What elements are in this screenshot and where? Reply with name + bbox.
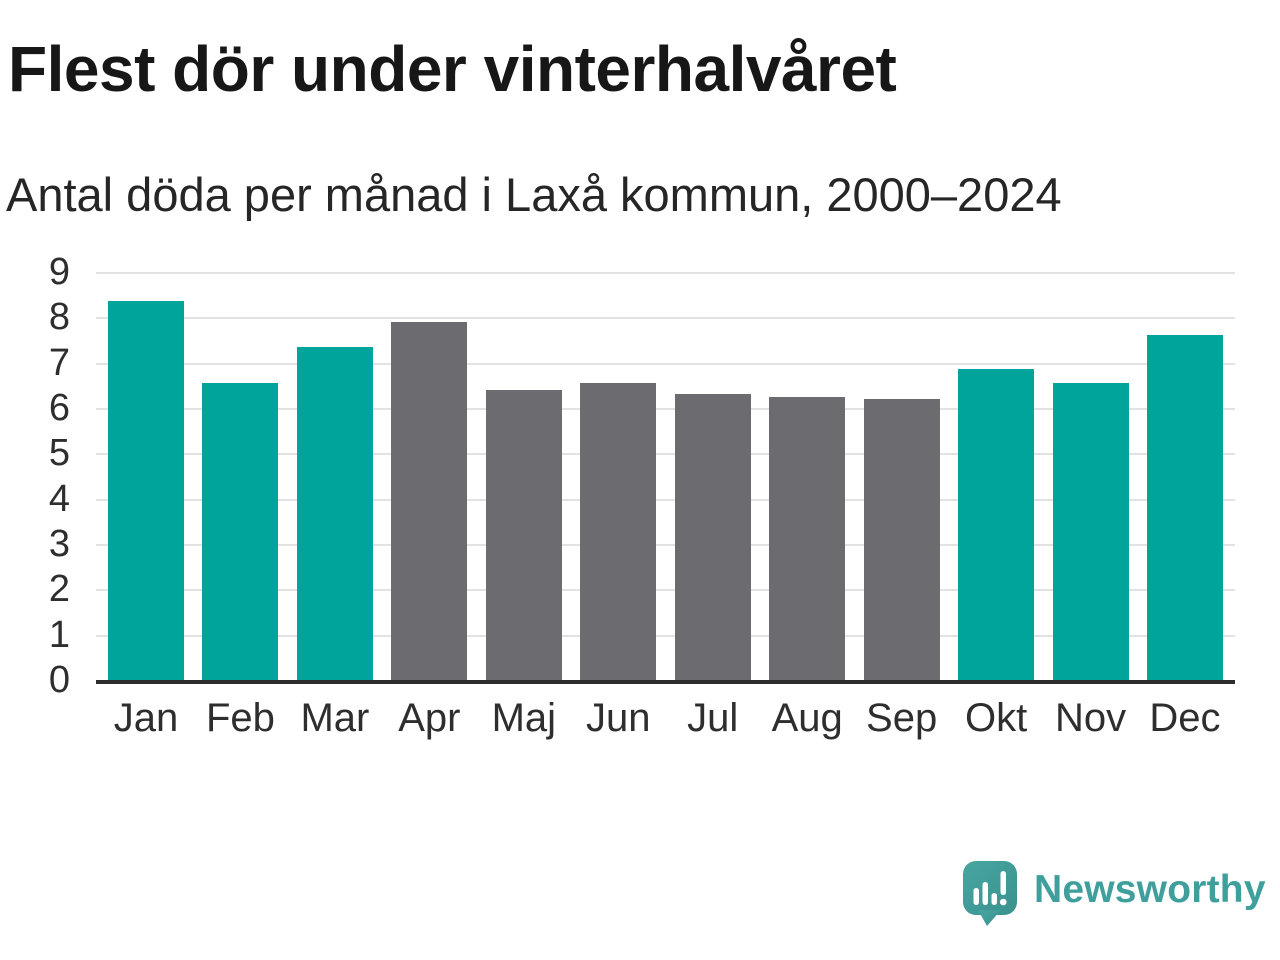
gridline-3 <box>96 544 1235 546</box>
bar-aug <box>769 396 846 680</box>
gridline-5 <box>96 453 1235 456</box>
bar-okt <box>958 369 1035 680</box>
brand-name: Newsworthy <box>1034 867 1266 911</box>
x-label-apr: Apr <box>398 696 461 740</box>
bar-apr <box>391 321 468 680</box>
x-label-jun: Jun <box>586 696 651 740</box>
y-tick-label-4: 4 <box>48 477 70 520</box>
x-label-jul: Jul <box>687 696 739 740</box>
gridline-6 <box>96 408 1235 410</box>
newsworthy-logo-icon <box>963 861 1017 926</box>
x-label-sep: Sep <box>866 696 938 740</box>
bar-nov <box>1052 383 1129 680</box>
x-label-okt: Okt <box>964 696 1028 740</box>
y-tick-label-8: 8 <box>48 296 70 339</box>
x-label-jan: Jan <box>113 696 179 740</box>
y-tick-label-0: 0 <box>48 659 70 701</box>
y-tick-label-6: 6 <box>48 387 70 429</box>
y-tick-label-3: 3 <box>48 523 70 565</box>
chart-subtitle: Antal döda per månad i Laxå kommun, 2000… <box>6 168 1062 221</box>
bar-sep <box>863 398 940 680</box>
gridline-9 <box>96 272 1235 274</box>
plot-area <box>96 272 1235 684</box>
gridline-8 <box>96 317 1235 320</box>
x-label-mar: Mar <box>300 696 370 740</box>
y-tick-label-2: 2 <box>48 568 70 611</box>
bar-jan <box>108 301 184 680</box>
gridline-7 <box>96 362 1235 365</box>
x-label-aug: Aug <box>771 696 843 740</box>
gridline-1 <box>96 634 1235 637</box>
gridline-2 <box>96 589 1235 592</box>
x-axis: Jan Feb Mar Apr Maj Jun Jul Aug Sep Okt Nov Dec <box>96 696 1235 741</box>
x-label-dec: Dec <box>1149 696 1221 740</box>
y-tick-label-9: 9 <box>48 251 70 293</box>
x-label-feb: Feb <box>205 696 275 740</box>
chart-title: Flest dör under vinterhalvåret <box>8 33 897 105</box>
bar-jul <box>674 394 751 680</box>
bar-jun <box>580 383 657 680</box>
bar-feb <box>202 383 279 680</box>
bar-dec <box>1146 335 1223 680</box>
gridline-4 <box>96 498 1235 501</box>
y-tick-label-5: 5 <box>48 432 70 475</box>
bar-maj <box>485 389 562 680</box>
x-label-maj: Maj <box>491 696 557 740</box>
brand-footer: Newsworthy <box>963 861 1266 927</box>
x-label-nov: Nov <box>1054 696 1127 740</box>
y-tick-label-7: 7 <box>48 341 70 384</box>
y-tick-label-1: 1 <box>48 613 70 656</box>
bar-mar <box>296 346 373 680</box>
